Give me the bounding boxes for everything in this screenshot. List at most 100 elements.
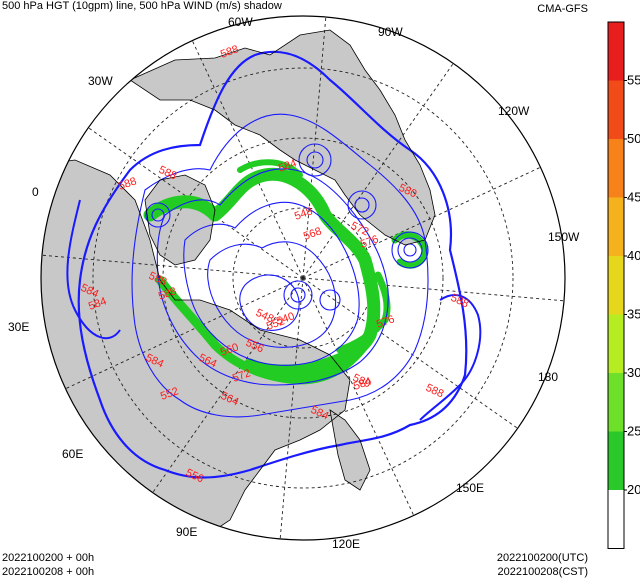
contour-label: 560	[219, 341, 240, 359]
cyclone-central-outer	[283, 280, 313, 310]
meridian-line	[302, 277, 415, 516]
contour-label: 568	[302, 225, 323, 243]
meridian-line	[302, 63, 454, 279]
jet-stream-main	[143, 167, 381, 378]
contour-label: 584	[352, 375, 373, 393]
contour-label: 584	[87, 295, 108, 313]
colorbar-tick-label: 30	[627, 365, 640, 380]
longitude-label: 60W	[228, 15, 253, 29]
longitude-label: 120W	[498, 104, 530, 118]
longitude-labels: 60W 90W 30W 120W 0 150W 30E 180 60E 150E 90E 120E	[8, 15, 580, 551]
contour-588-atlantic	[66, 199, 121, 340]
cyclone-central-inner	[290, 287, 306, 303]
colorbar-tick-label: 40	[627, 248, 640, 263]
cyclone-pacific-mid	[397, 237, 423, 263]
cyclone-north-inner	[306, 151, 324, 169]
colorbar-frame	[607, 21, 625, 549]
colorbar-segment	[608, 139, 624, 198]
meridian-line	[302, 277, 565, 302]
meridian-lines	[41, 16, 565, 540]
wind-colorbar: 55 50 45 40 35 30 25 20	[607, 21, 640, 549]
longitude-label: 0	[32, 185, 39, 199]
colorbar-tick-label: 35	[627, 307, 640, 322]
coastline-japan	[329, 409, 371, 491]
japan-land	[330, 410, 370, 490]
longitude-label: 120E	[332, 537, 360, 551]
contour-552	[207, 241, 337, 348]
meridian-line	[65, 277, 304, 390]
cyclone-arctic-inner	[354, 197, 370, 213]
longitude-label: 60E	[62, 447, 83, 461]
cyclone-west-inner	[151, 208, 165, 222]
jet-stream-east	[336, 271, 391, 354]
contour-540	[239, 274, 300, 331]
colorbar-tick-label: 55	[627, 73, 640, 88]
contour-label: 576	[375, 313, 396, 331]
contour-label: 552	[265, 315, 286, 333]
contour-label: 588	[157, 285, 178, 303]
contour-label: 572	[231, 367, 252, 385]
cyclone-east-asia	[319, 289, 341, 311]
meridian-line	[279, 277, 304, 540]
longitude-label: 180	[538, 370, 558, 384]
contour-label: 588	[117, 175, 138, 193]
colorbar-segment	[608, 22, 624, 81]
contour-label: 588	[219, 43, 240, 61]
colorbar-segment	[608, 80, 624, 139]
contour-label: 540	[275, 310, 296, 328]
colorbar-segment	[608, 373, 624, 432]
longitude-label: 30W	[88, 74, 113, 88]
cyclone-west-outer	[145, 202, 171, 228]
wind-shading	[143, 159, 429, 385]
valid-time-cst: 2022100208(CST)	[497, 566, 588, 578]
meridian-line	[41, 254, 304, 279]
colorbar-tick-label: 25	[627, 424, 640, 439]
contour-584	[131, 113, 429, 418]
longitude-label: 30E	[8, 320, 29, 334]
colorbar-tick-label: 45	[627, 190, 640, 205]
contour-label: 548	[293, 205, 314, 223]
colorbar-segment	[608, 197, 624, 256]
coastline-greenland	[144, 174, 216, 266]
meridian-line	[88, 127, 304, 279]
meridian-line	[191, 40, 304, 279]
contour-label: 584	[277, 157, 298, 175]
colorbar-segment	[608, 490, 624, 549]
meridian-line	[302, 166, 541, 279]
chart-title: 500 hPa HGT (10gpm) line, 500 hPa WIND (…	[2, 0, 282, 12]
cyclone-arctic-outer	[347, 190, 377, 220]
jet-stream-inner	[155, 275, 370, 385]
valid-time-utc: 2022100200(UTC)	[496, 552, 588, 564]
globe-border	[40, 15, 566, 541]
colorbar-tick-label: 20	[627, 482, 640, 497]
longitude-label: 150E	[456, 481, 484, 495]
meridian-line	[152, 277, 304, 493]
cyclone-north-outer	[298, 143, 332, 177]
init-time-utc: 2022100200 + 00h	[2, 552, 95, 564]
longitude-label: 150W	[548, 230, 580, 244]
longitude-label: 90W	[378, 25, 403, 39]
colorbar-tick-label: 50	[627, 131, 640, 146]
colorbar-segment	[608, 256, 624, 315]
meridian-line	[302, 277, 518, 429]
colorbar-segment	[608, 314, 624, 373]
init-time-cst: 2022100208 + 00h	[2, 566, 95, 578]
meridian-line	[302, 16, 327, 279]
eurasia-land	[41, 160, 350, 540]
lat-circle-30	[92, 67, 514, 489]
colorbar-segment	[608, 431, 624, 490]
model-name: CMA-GFS	[537, 3, 588, 15]
jet-stream-north	[237, 159, 303, 178]
coastline-north-america	[129, 29, 436, 246]
cyclone-pacific-outer	[391, 231, 429, 269]
contour-label: 576	[359, 233, 380, 251]
contour-576	[156, 168, 389, 386]
contour-588-subtropical-east	[419, 294, 482, 421]
contour-label: 552	[159, 385, 180, 403]
jet-stream-pacific	[391, 231, 429, 269]
longitude-label: 90E	[176, 525, 197, 539]
height-contours	[66, 50, 482, 479]
contour-564	[183, 201, 360, 366]
